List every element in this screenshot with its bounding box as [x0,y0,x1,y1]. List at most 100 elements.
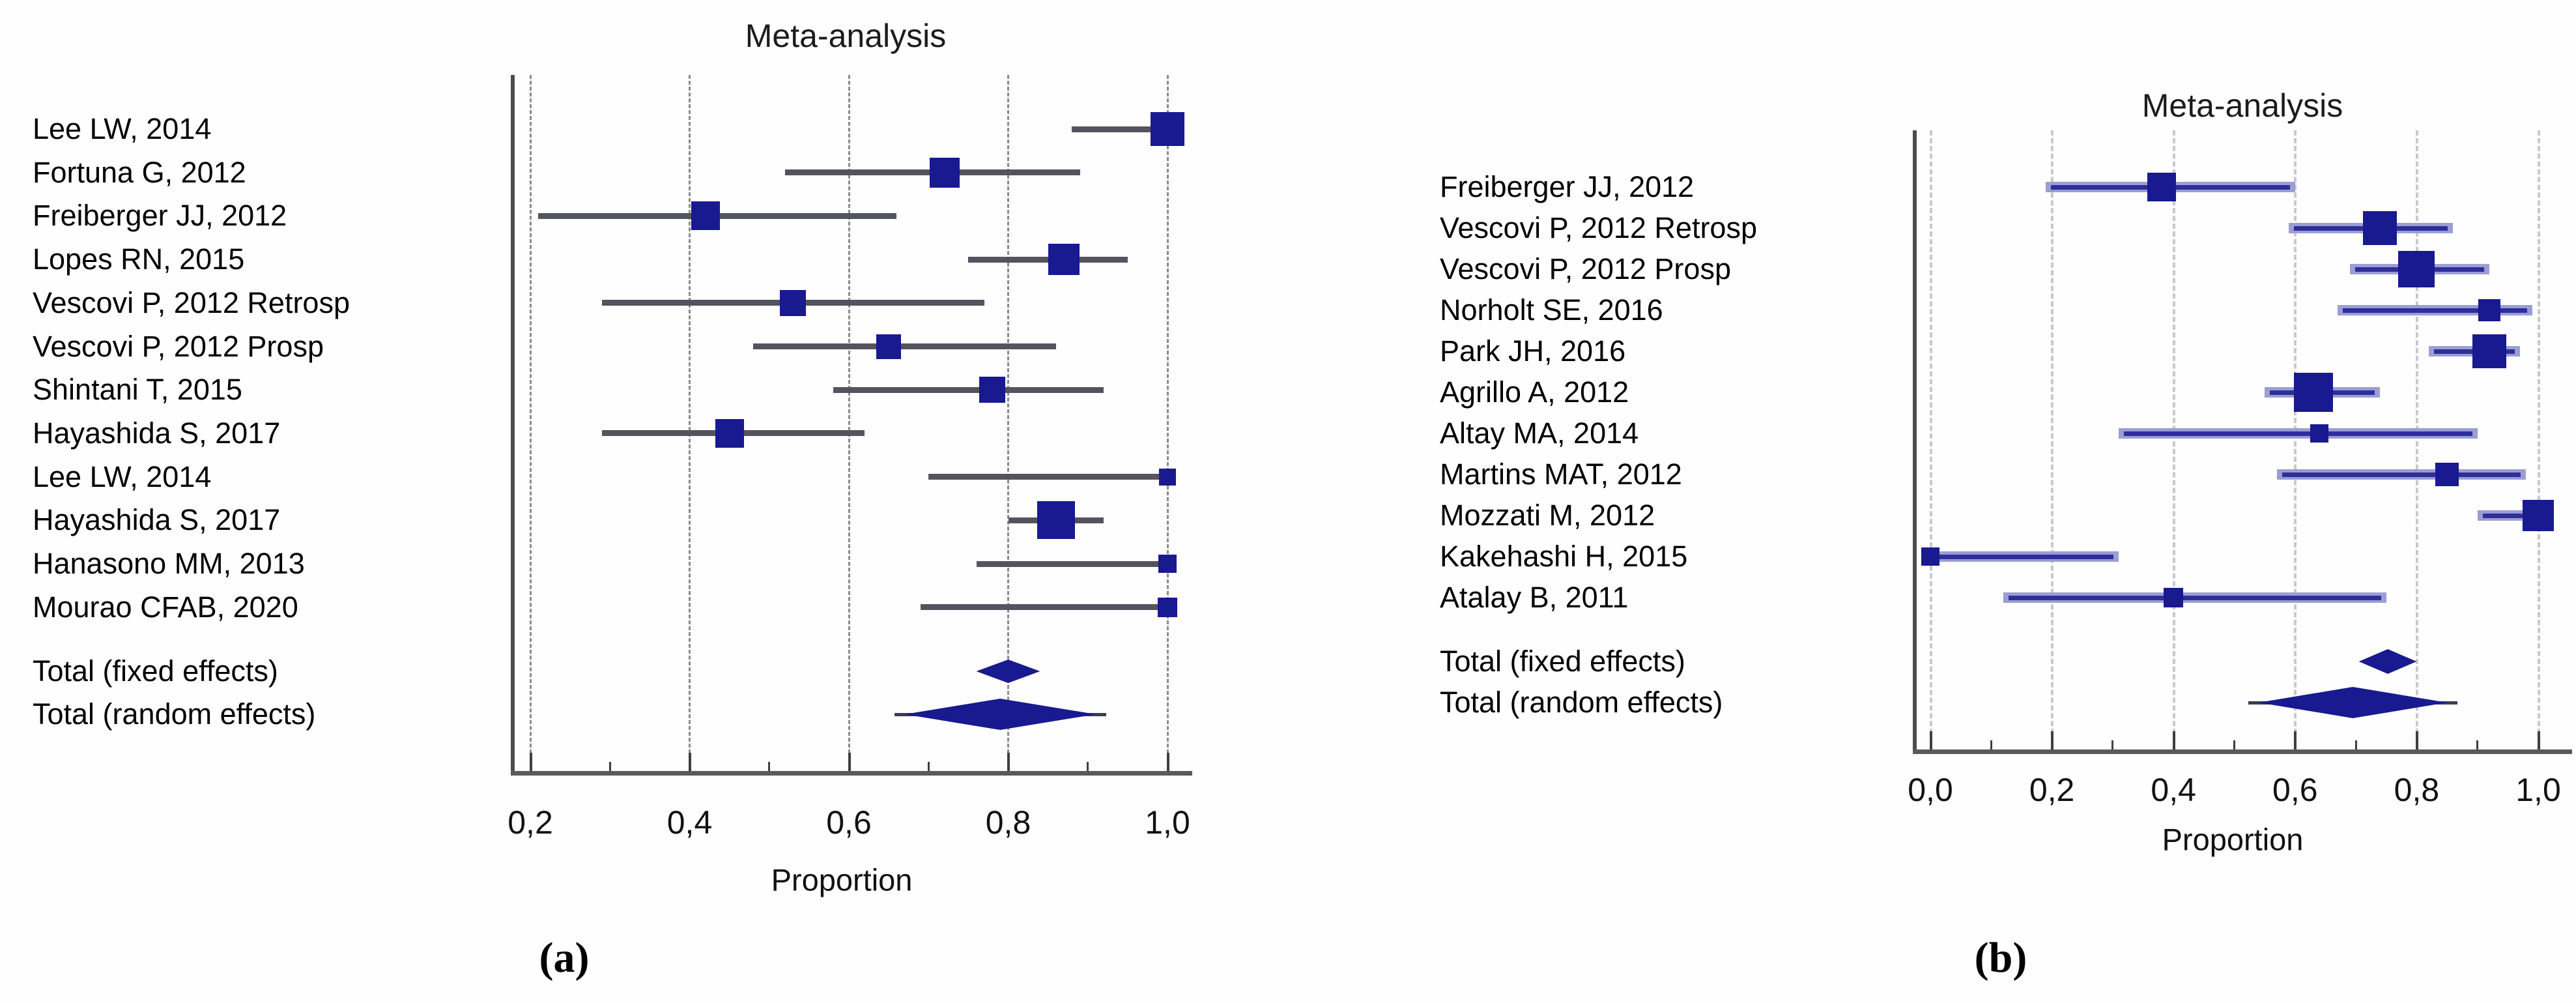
study-label: Altay MA, 2014 [1440,416,1639,450]
estimate-square [2435,463,2459,486]
study-label: Hanasono MM, 2013 [33,547,305,580]
gridline [1166,75,1169,771]
study-label: Agrillo A, 2012 [1440,375,1629,409]
x-axis-minor-tick [1087,762,1089,771]
x-axis-tick-label: 0,8 [985,804,1031,841]
x-axis-tick-label: 0,4 [2151,772,2196,808]
x-axis-tick-label: 0,8 [2394,772,2440,808]
study-label: Lopes RN, 2015 [33,242,245,276]
y-axis-line [511,75,515,775]
ci-line-inner [2124,431,2472,436]
estimate-square [929,157,960,188]
gridline [1929,130,1932,749]
x-axis-minor-tick [768,762,771,771]
ci-line-inner [2343,308,2527,313]
x-axis-tick-label: 1,0 [2515,772,2561,808]
x-axis-line [511,771,1192,776]
estimate-square [2164,588,2184,607]
gridline [848,75,850,771]
estimate-square [2398,251,2435,287]
x-axis-tick-label: 1,0 [1145,804,1190,841]
study-label: Hayashida S, 2017 [33,416,281,450]
x-axis-major-tick [2172,731,2175,749]
x-axis-tick-label: 0,0 [1908,772,1953,808]
study-label: Fortuna G, 2012 [33,155,246,189]
gridline [2051,130,2054,749]
x-axis-major-tick [2294,731,2297,749]
x-axis-minor-tick [2111,740,2114,749]
gridline [1007,75,1009,771]
estimate-square [2363,211,2397,245]
study-label: Norholt SE, 2016 [1440,293,1663,327]
total-label: Total (random effects) [1440,686,1723,719]
estimate-square [876,334,902,359]
x-axis-minor-tick [927,762,930,771]
estimate-square [1158,555,1177,573]
estimate-square [2523,500,2554,531]
x-axis-tick-label: 0,6 [2272,772,2318,808]
panel-b-caption: (b) [1974,934,2027,981]
x-axis-major-tick [1166,753,1169,771]
study-label: Lee LW, 2014 [33,459,212,493]
summary-diamond [976,660,1040,683]
x-axis-major-tick [2537,731,2540,749]
ci-line [753,343,1056,349]
x-axis-minor-tick [1990,740,1992,749]
ci-line [833,386,1104,393]
x-axis-minor-tick [608,762,611,771]
panel-b-xlabel: Proportion [2162,822,2304,857]
x-axis-major-tick [689,753,691,771]
study-label: Shintani T, 2015 [33,373,242,407]
gridline [2537,130,2540,749]
study-label: Martins MAT, 2012 [1440,458,1682,491]
ci-line-inner [2008,595,2381,600]
total-label: Total (random effects) [33,697,316,731]
x-axis-tick-label: 0,2 [508,804,553,841]
summary-diamond [904,699,1096,730]
summary-diamond [2358,649,2417,674]
x-axis-major-tick [2415,731,2418,749]
x-axis-tick-label: 0,6 [826,804,872,841]
ci-line [976,560,1167,567]
study-label: Freiberger JJ, 2012 [33,199,287,233]
estimate-square [1151,112,1184,146]
gridline [2415,130,2418,749]
estimate-square [1048,244,1080,276]
ci-line [921,604,1167,611]
estimate-square [1159,468,1176,486]
estimate-square [2293,373,2333,412]
gridline [2172,130,2175,749]
estimate-square [780,289,807,316]
estimate-square [1037,501,1075,540]
x-axis-minor-tick [2476,740,2479,749]
ci-line [968,256,1128,263]
estimate-square [691,201,720,231]
estimate-square [979,377,1006,403]
estimate-square [2147,173,2176,201]
total-label: Total (fixed effects) [33,654,278,688]
x-axis-minor-tick [2354,740,2357,749]
study-label: Vescovi P, 2012 Retrosp [33,285,350,319]
study-label: Hayashida S, 2017 [33,503,281,537]
x-axis-tick-label: 0,2 [2029,772,2075,808]
study-label: Vescovi P, 2012 Retrosp [1440,211,1757,244]
summary-diamond [2258,687,2448,718]
gridline [529,75,532,771]
x-axis-major-tick [848,753,851,771]
ci-line [928,474,1167,480]
total-label: Total (fixed effects) [1440,645,1685,678]
study-label: Vescovi P, 2012 Prosp [1440,252,1731,285]
panel-a-title: Meta-analysis [745,18,947,54]
gridline [2294,130,2297,749]
estimate-square [715,418,744,448]
x-axis-major-tick [1007,753,1010,771]
estimate-square [2310,424,2329,443]
ci-line [1072,126,1167,132]
study-label: Lee LW, 2014 [33,112,212,145]
panel-a-caption: (a) [539,934,590,981]
study-label: Mourao CFAB, 2020 [33,590,298,624]
study-label: Atalay B, 2011 [1440,581,1629,614]
study-label: Park JH, 2016 [1440,334,1626,368]
x-axis-major-tick [2051,731,2054,749]
